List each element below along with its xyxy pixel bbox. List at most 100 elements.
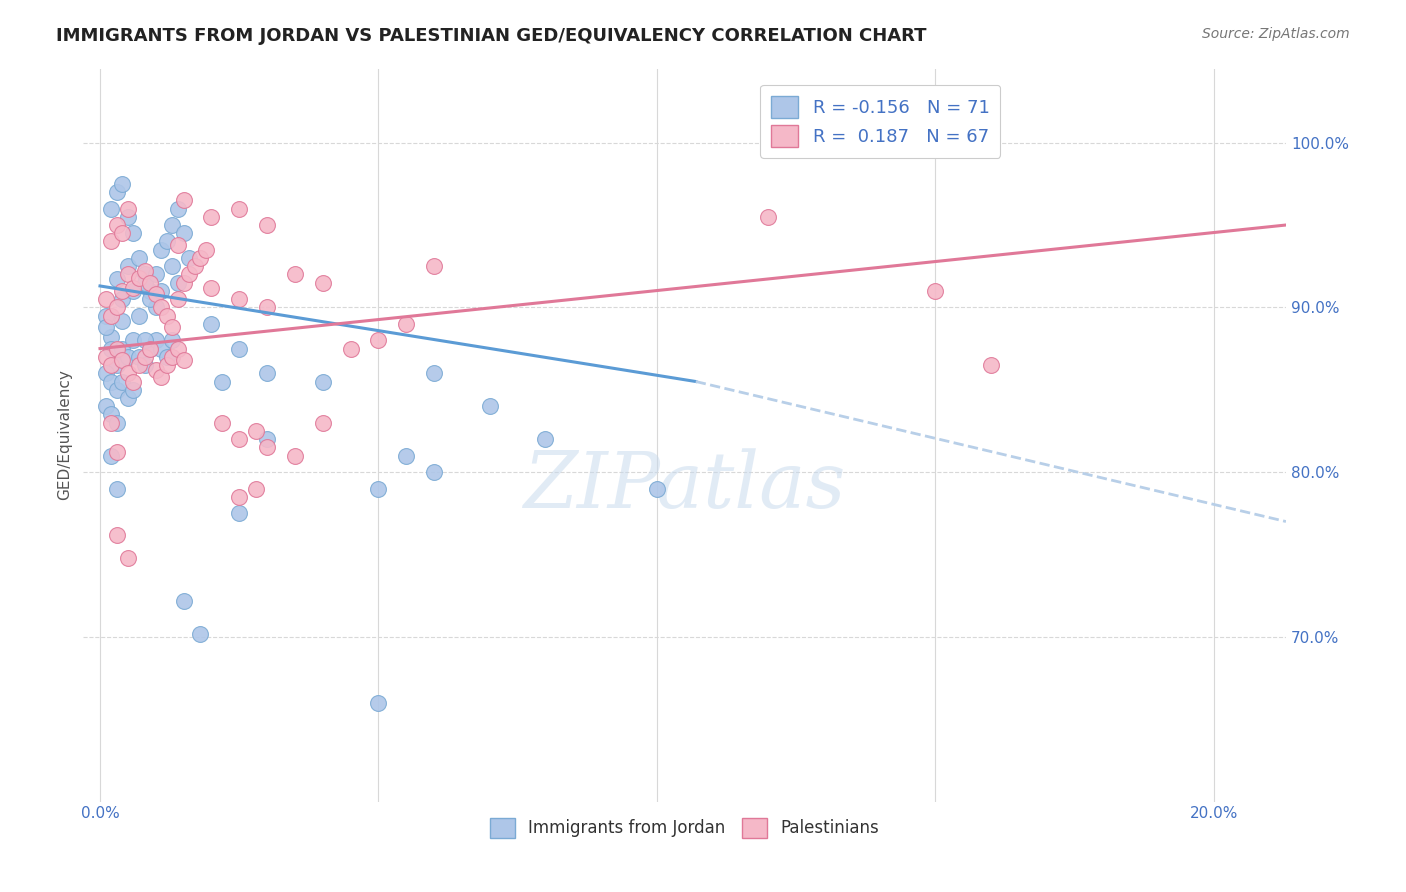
Point bbox=[100, 375, 122, 389]
Point bbox=[211, 416, 233, 430]
Point bbox=[284, 449, 307, 463]
Point bbox=[256, 301, 278, 315]
Point bbox=[111, 226, 134, 240]
Point bbox=[173, 353, 195, 368]
Point bbox=[105, 218, 128, 232]
Point bbox=[167, 342, 190, 356]
Point bbox=[156, 309, 179, 323]
Point bbox=[312, 375, 335, 389]
Point bbox=[100, 408, 122, 422]
Point bbox=[134, 350, 156, 364]
Point bbox=[117, 366, 139, 380]
Point bbox=[478, 399, 501, 413]
Legend: Immigrants from Jordan, Palestinians: Immigrants from Jordan, Palestinians bbox=[484, 811, 886, 845]
Point bbox=[111, 284, 134, 298]
Text: IMMIGRANTS FROM JORDAN VS PALESTINIAN GED/EQUIVALENCY CORRELATION CHART: IMMIGRANTS FROM JORDAN VS PALESTINIAN GE… bbox=[56, 27, 927, 45]
Point bbox=[756, 210, 779, 224]
Point bbox=[183, 259, 205, 273]
Point bbox=[173, 276, 195, 290]
Point bbox=[228, 292, 250, 306]
Point bbox=[134, 264, 156, 278]
Point bbox=[228, 202, 250, 216]
Point bbox=[150, 284, 173, 298]
Point bbox=[395, 449, 418, 463]
Text: ZIPatlas: ZIPatlas bbox=[523, 448, 846, 524]
Point bbox=[100, 330, 122, 344]
Point bbox=[423, 366, 446, 380]
Point bbox=[105, 383, 128, 397]
Point bbox=[150, 243, 173, 257]
Point bbox=[177, 268, 200, 282]
Point bbox=[111, 292, 134, 306]
Point bbox=[100, 416, 122, 430]
Point bbox=[167, 292, 190, 306]
Point bbox=[122, 226, 145, 240]
Point bbox=[122, 284, 145, 298]
Point bbox=[228, 342, 250, 356]
Point bbox=[105, 272, 128, 286]
Point bbox=[100, 235, 122, 249]
Point bbox=[128, 251, 150, 265]
Point bbox=[94, 320, 117, 334]
Point bbox=[367, 334, 389, 348]
Point bbox=[139, 342, 162, 356]
Point bbox=[188, 251, 211, 265]
Point bbox=[111, 177, 134, 191]
Point bbox=[105, 527, 128, 541]
Point bbox=[173, 593, 195, 607]
Point bbox=[256, 366, 278, 380]
Point bbox=[117, 259, 139, 273]
Point bbox=[228, 490, 250, 504]
Point bbox=[245, 424, 267, 438]
Point bbox=[156, 358, 179, 372]
Point bbox=[100, 449, 122, 463]
Point bbox=[339, 342, 361, 356]
Point bbox=[423, 465, 446, 479]
Point bbox=[139, 276, 162, 290]
Point bbox=[256, 441, 278, 455]
Point bbox=[117, 210, 139, 224]
Point bbox=[128, 270, 150, 285]
Point bbox=[111, 313, 134, 327]
Y-axis label: GED/Equivalency: GED/Equivalency bbox=[58, 369, 72, 500]
Point bbox=[111, 342, 134, 356]
Point bbox=[395, 317, 418, 331]
Point bbox=[105, 301, 128, 315]
Point bbox=[645, 482, 668, 496]
Point bbox=[134, 268, 156, 282]
Point bbox=[194, 243, 217, 257]
Point bbox=[139, 342, 162, 356]
Point bbox=[980, 358, 1002, 372]
Point bbox=[105, 342, 128, 356]
Point bbox=[367, 696, 389, 710]
Point bbox=[173, 194, 195, 208]
Point bbox=[162, 350, 184, 364]
Text: Source: ZipAtlas.com: Source: ZipAtlas.com bbox=[1202, 27, 1350, 41]
Point bbox=[200, 317, 222, 331]
Point bbox=[162, 259, 184, 273]
Point bbox=[367, 482, 389, 496]
Point bbox=[105, 482, 128, 496]
Point bbox=[167, 237, 190, 252]
Point bbox=[145, 301, 167, 315]
Point bbox=[162, 218, 184, 232]
Point bbox=[156, 235, 179, 249]
Point bbox=[150, 301, 173, 315]
Point bbox=[122, 334, 145, 348]
Point bbox=[284, 268, 307, 282]
Point bbox=[117, 268, 139, 282]
Point bbox=[134, 358, 156, 372]
Point bbox=[122, 383, 145, 397]
Point bbox=[128, 350, 150, 364]
Point bbox=[100, 202, 122, 216]
Point bbox=[145, 287, 167, 301]
Point bbox=[312, 276, 335, 290]
Point bbox=[150, 369, 173, 384]
Point bbox=[134, 334, 156, 348]
Point bbox=[94, 292, 117, 306]
Point bbox=[105, 445, 128, 459]
Point bbox=[117, 202, 139, 216]
Point bbox=[105, 185, 128, 199]
Point bbox=[145, 363, 167, 377]
Point bbox=[256, 432, 278, 446]
